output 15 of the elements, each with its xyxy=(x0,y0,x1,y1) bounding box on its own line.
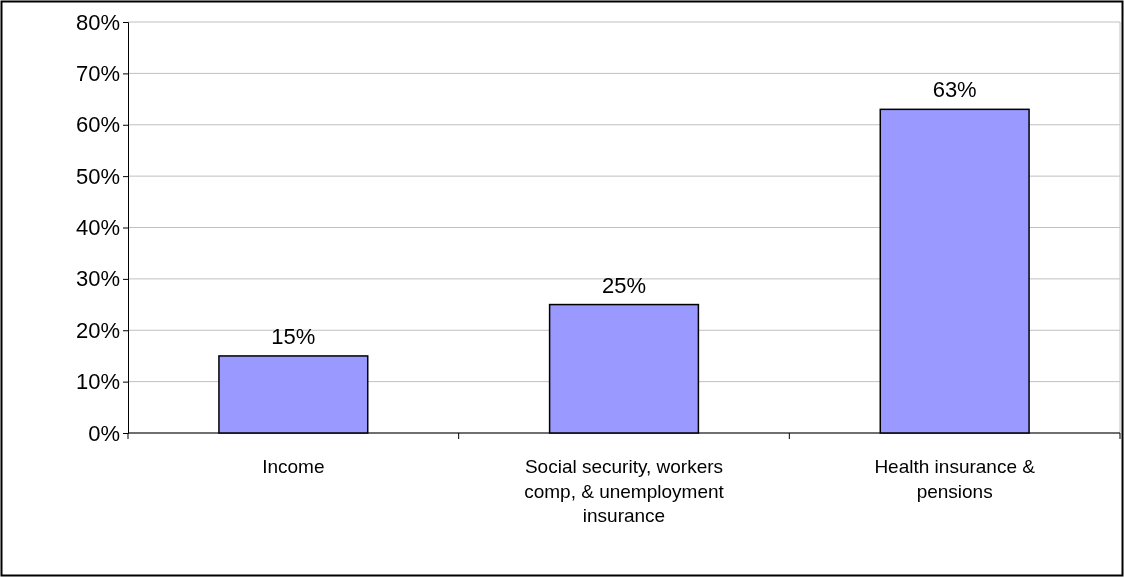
y-tick-label: 0% xyxy=(88,420,120,446)
x-tick-label: Health insurance & pensions xyxy=(874,456,1036,502)
data-label: 25% xyxy=(601,272,647,298)
y-tick-label: 20% xyxy=(75,317,120,343)
data-label: 63% xyxy=(932,77,977,103)
data-label: 15% xyxy=(271,323,316,349)
y-tick-label: 30% xyxy=(75,266,120,292)
y-tick-label: 60% xyxy=(75,112,120,138)
y-tick-label: 50% xyxy=(75,163,120,189)
y-tick-label: 80% xyxy=(75,9,120,35)
y-tick-label: 10% xyxy=(75,369,120,395)
x-tick-label: Income xyxy=(262,456,325,477)
y-tick-label: 40% xyxy=(75,215,120,241)
x-tick-label: Social security, workers comp, & unemployment insurance xyxy=(524,456,725,527)
y-tick-label: 70% xyxy=(75,60,120,86)
